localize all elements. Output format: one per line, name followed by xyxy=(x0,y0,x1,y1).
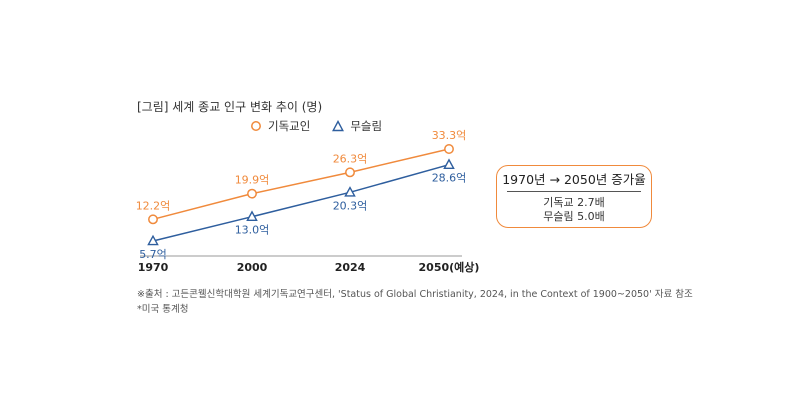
summary-muslim: 무슬림 5.0배 xyxy=(543,210,605,223)
chart-title: [그림] 세계 종교 인구 변화 추이 (명) xyxy=(137,100,323,114)
legend-item-christian: 기독교인 xyxy=(250,118,310,134)
footnote: *미국 통계청 xyxy=(137,304,189,315)
x-tick-label: 2050(예상) xyxy=(419,260,480,274)
legend-label-christian: 기독교인 xyxy=(268,119,311,133)
data-point-muslim xyxy=(443,158,455,169)
data-label: 12.2억 xyxy=(136,199,171,212)
data-point-christian xyxy=(148,214,158,225)
data-point-muslim xyxy=(147,234,159,246)
circle-marker-icon xyxy=(251,121,261,131)
x-tick-label: 2024 xyxy=(335,261,366,274)
data-point-christian xyxy=(444,144,454,154)
summary-heading: 1970년 → 2050년 증가율 xyxy=(502,172,646,187)
legend-item-muslim: 무슬림 xyxy=(332,118,382,134)
source-note: ※출처 : 고든콘웰신학대학원 세계기독교연구센터, 'Status of Gl… xyxy=(137,289,693,300)
data-point-christian xyxy=(247,188,257,199)
summary-divider xyxy=(507,191,641,192)
data-point-christian xyxy=(345,167,355,178)
series-line-muslim xyxy=(152,163,450,242)
series-line-christian xyxy=(152,148,450,221)
data-label: 19.9억 xyxy=(235,174,270,187)
data-label: 13.0억 xyxy=(235,224,270,237)
summary-christian: 기독교 2.7배 xyxy=(543,196,605,209)
x-tick-label: 1970 xyxy=(138,261,169,274)
data-label: 28.6억 xyxy=(432,172,467,185)
data-label: 26.3억 xyxy=(333,152,368,165)
data-label: 5.7억 xyxy=(139,248,167,261)
data-point-muslim xyxy=(344,186,356,197)
legend: 기독교인 무슬림 xyxy=(250,118,382,134)
data-label: 20.3억 xyxy=(333,199,368,212)
data-label: 33.3억 xyxy=(432,129,467,142)
growth-summary-box: 1970년 → 2050년 증가율 기독교 2.7배 무슬림 5.0배 xyxy=(496,165,652,228)
x-tick-label: 2000 xyxy=(237,261,268,274)
triangle-marker-icon xyxy=(332,120,345,132)
data-point-muslim xyxy=(246,210,258,221)
legend-label-muslim: 무슬림 xyxy=(350,119,383,133)
